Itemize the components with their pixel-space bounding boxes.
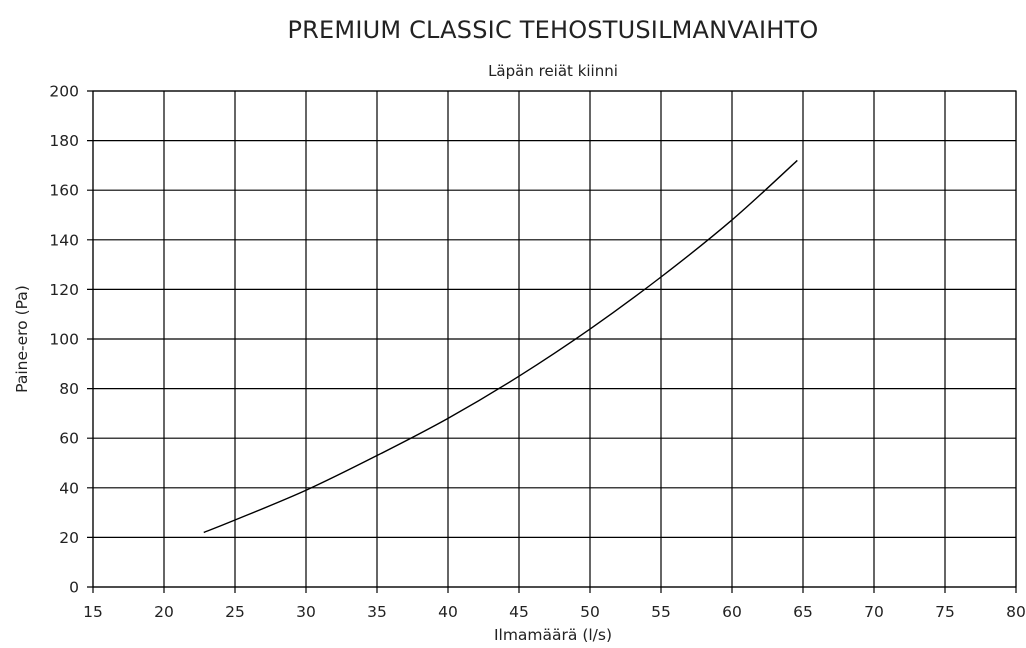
x-tick-label: 60: [722, 603, 742, 621]
x-tick-label: 35: [367, 603, 387, 621]
y-axis-label: Paine-ero (Pa): [13, 285, 31, 393]
x-tick-label: 75: [935, 603, 955, 621]
x-tick-label: 80: [1006, 603, 1026, 621]
x-tick-label: 30: [296, 603, 316, 621]
x-tick-label: 45: [509, 603, 529, 621]
y-tick-label: 40: [59, 479, 79, 497]
x-axis-label: Ilmamäärä (l/s): [494, 626, 612, 644]
x-tick-label: 20: [154, 603, 174, 621]
x-tick-label: 40: [438, 603, 458, 621]
gridlines: [87, 90, 1017, 593]
y-tick-label: 140: [49, 231, 79, 249]
y-tick-labels: 0 20 40 60 80 100 120 140 160 180 200: [49, 83, 79, 597]
x-tick-label: 50: [580, 603, 600, 621]
y-tick-label: 60: [59, 430, 79, 448]
series-layer: [203, 159, 798, 534]
plot-frame: [92, 90, 1017, 588]
y-tick-label: 80: [59, 380, 79, 398]
y-tick-label: 100: [49, 331, 79, 349]
x-tick-label: 25: [225, 603, 245, 621]
chart-subtitle: Läpän reiät kiinni: [488, 62, 618, 80]
y-tick-label: 120: [49, 281, 79, 299]
y-tick-label: 0: [69, 579, 79, 597]
x-tick-label: 70: [864, 603, 884, 621]
chart-title: PREMIUM CLASSIC TEHOSTUSILMANVAIHTO: [288, 16, 819, 44]
y-tick-label: 20: [59, 529, 79, 547]
y-tick-label: 200: [49, 83, 79, 101]
y-tick-label: 160: [49, 182, 79, 200]
y-tick-label: 180: [49, 132, 79, 150]
x-tick-label: 55: [651, 603, 671, 621]
x-tick-label: 65: [793, 603, 813, 621]
x-tick-labels: 15 20 25 30 35 40 45 50 55 60 65 70 75 80: [83, 603, 1026, 621]
x-tick-label: 15: [83, 603, 103, 621]
series-line: [203, 159, 798, 534]
